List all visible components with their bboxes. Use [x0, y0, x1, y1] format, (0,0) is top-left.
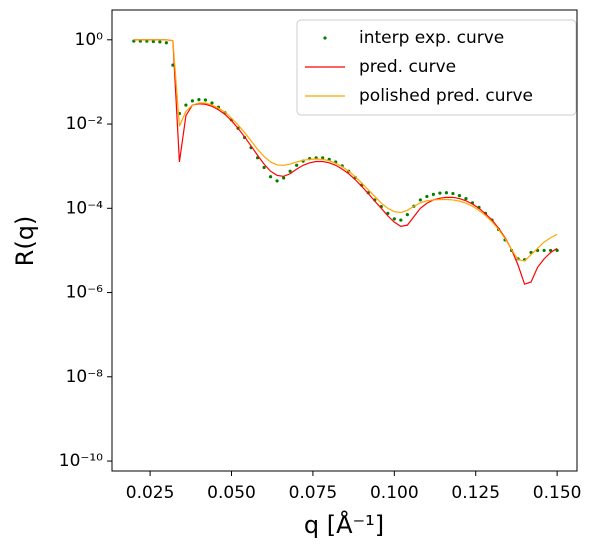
data-point	[444, 191, 449, 195]
x-tick-label: 0.100	[370, 483, 419, 503]
y-tick-label: 10⁰	[75, 30, 104, 50]
data-point	[425, 194, 429, 199]
data-point	[295, 163, 299, 167]
y-tick-label: 10⁻²	[66, 114, 103, 134]
data-point	[288, 169, 292, 173]
y-axis-label: R(q)	[11, 216, 39, 267]
legend-box	[296, 19, 577, 116]
data-point	[431, 192, 435, 196]
y-tick-label: 10⁻⁸	[66, 367, 104, 387]
data-point	[190, 99, 195, 103]
x-tick-label: 0.150	[533, 483, 582, 503]
legend-marker	[323, 36, 327, 40]
data-point	[438, 191, 442, 195]
y-tick-label: 10⁻⁶	[66, 283, 104, 303]
data-point	[197, 98, 201, 102]
data-point	[549, 248, 553, 253]
data-point	[392, 217, 396, 221]
y-tick-label: 10⁻⁴	[66, 198, 104, 218]
data-line	[133, 39, 558, 262]
x-axis-label: q [Å⁻¹]	[304, 510, 384, 539]
x-tick-label: 0.025	[126, 483, 175, 503]
data-point	[164, 41, 168, 45]
data-point	[151, 39, 155, 44]
data-point	[268, 175, 273, 179]
data-point	[203, 98, 208, 102]
legend-text: polished pred. curve	[359, 86, 533, 106]
data-point	[555, 248, 559, 253]
data-point	[418, 198, 422, 202]
legend-text: interp exp. curve	[359, 28, 504, 48]
legend-text: pred. curve	[359, 57, 456, 77]
data-point	[262, 165, 266, 170]
data-point	[542, 248, 546, 253]
data-point	[405, 213, 409, 217]
data-point	[321, 156, 325, 160]
data-point	[399, 218, 403, 222]
x-tick-label: 0.125	[451, 483, 500, 503]
x-tick-label: 0.050	[207, 483, 256, 503]
y-tick-label: 10⁻¹⁰	[59, 451, 103, 471]
data-point	[451, 191, 455, 196]
data-point	[210, 101, 214, 105]
data-point	[282, 176, 286, 180]
data-point	[275, 179, 279, 183]
data-line	[133, 39, 558, 285]
data-point	[464, 196, 468, 201]
plot-frame	[111, 9, 578, 472]
data-point	[158, 40, 162, 44]
plot-area	[132, 39, 559, 285]
data-point	[184, 103, 188, 107]
x-tick-label: 0.075	[289, 483, 338, 503]
data-point	[457, 194, 462, 198]
